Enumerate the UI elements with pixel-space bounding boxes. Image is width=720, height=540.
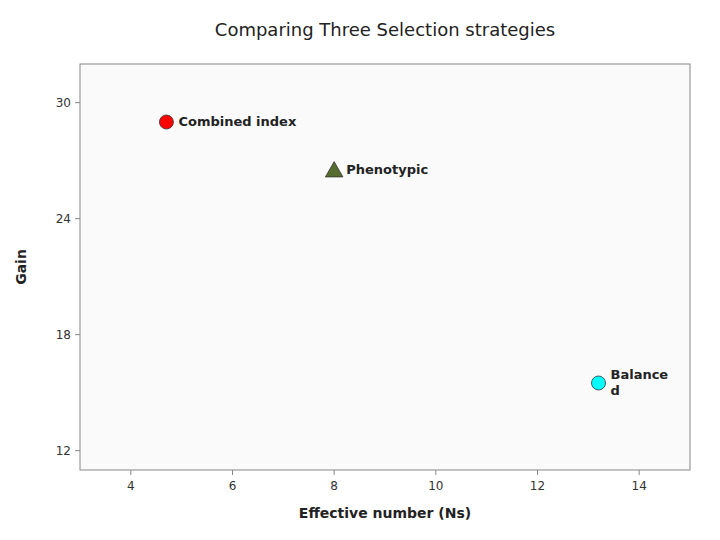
x-tick-label: 12 <box>530 479 545 493</box>
x-tick-label: 6 <box>229 479 237 493</box>
x-tick <box>537 470 538 475</box>
point-label: Balanced <box>611 367 669 398</box>
point <box>592 376 606 390</box>
plot-frame <box>80 64 690 470</box>
x-tick <box>232 470 233 475</box>
y-tick-label: 18 <box>56 328 71 342</box>
y-tick <box>75 218 80 219</box>
x-axis-label: Effective number (Ns) <box>299 505 471 521</box>
points <box>159 115 605 390</box>
chart: Comparing Three Selection strategies 4 6 8 1… <box>0 0 720 540</box>
x-tick-label: 4 <box>127 479 135 493</box>
x-tick <box>334 470 335 475</box>
y-tick <box>75 102 80 103</box>
x-tick <box>435 470 436 475</box>
y-tick-label: 24 <box>56 212 71 226</box>
y-tick <box>75 450 80 451</box>
y-axis-label: Gain <box>13 249 29 285</box>
x-tick-label: 10 <box>428 479 443 493</box>
x-tick-label: 14 <box>632 479 647 493</box>
point-label: Phenotypic <box>346 162 428 177</box>
plot-area <box>80 64 690 470</box>
x-tick <box>130 470 131 475</box>
x-tick <box>639 470 640 475</box>
point-label: Combined index <box>178 114 297 129</box>
point <box>325 162 343 177</box>
y-tick-label: 12 <box>56 444 71 458</box>
point <box>159 115 173 129</box>
y-tick <box>75 334 80 335</box>
title: Comparing Three Selection strategies <box>215 19 555 40</box>
y-tick-label: 30 <box>56 96 71 110</box>
x-tick-label: 8 <box>330 479 338 493</box>
